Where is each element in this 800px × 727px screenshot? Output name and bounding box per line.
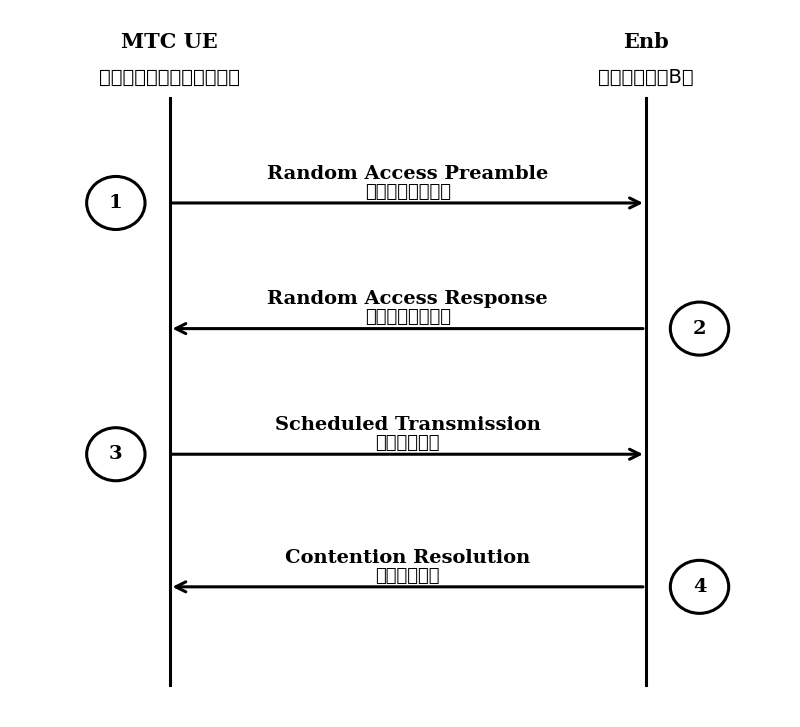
Text: （演进型节点B）: （演进型节点B）	[598, 68, 694, 87]
Text: 2: 2	[693, 320, 706, 337]
Text: Random Access Response: Random Access Response	[267, 290, 548, 308]
Text: 3: 3	[109, 445, 122, 463]
Text: MTC UE: MTC UE	[122, 33, 218, 52]
Text: Scheduled Transmission: Scheduled Transmission	[274, 416, 541, 434]
Text: （调度传输）: （调度传输）	[375, 434, 440, 452]
Text: 4: 4	[693, 578, 706, 596]
Text: Enb: Enb	[623, 33, 669, 52]
Text: 1: 1	[109, 194, 122, 212]
Text: Contention Resolution: Contention Resolution	[285, 549, 530, 566]
Text: （机器类型通信用户设备）: （机器类型通信用户设备）	[99, 68, 240, 87]
Text: Random Access Preamble: Random Access Preamble	[267, 165, 548, 182]
Text: （随机接入响应）: （随机接入响应）	[365, 308, 450, 326]
Text: （竞争解决）: （竞争解决）	[375, 566, 440, 585]
Text: （随机接入请求）: （随机接入请求）	[365, 182, 450, 201]
